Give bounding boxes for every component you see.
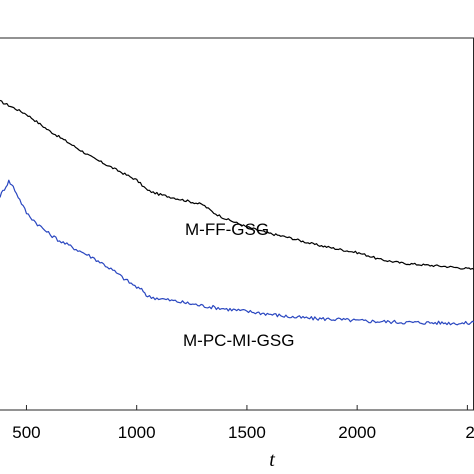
x-tick-labels: 500 1000 1500 2000 25 [12, 423, 474, 442]
series-label-m-pc-mi-gsg: M-PC-MI-GSG [183, 331, 294, 350]
x-tick-label-4: 25 [465, 423, 474, 442]
series-lines [0, 99, 474, 326]
x-tick-label-1: 1000 [118, 423, 156, 442]
x-tick-label-2: 1500 [228, 423, 266, 442]
x-tick-label-0: 500 [12, 423, 40, 442]
x-ticks [25, 405, 468, 410]
series-line-m-ff-gsg [0, 99, 474, 270]
series-label-m-ff-gsg: M-FF-GSG [185, 220, 269, 239]
x-axis-title: t [269, 449, 275, 471]
plot-background [0, 38, 474, 410]
series-line-m-pc-mi-gsg [0, 179, 474, 326]
x-tick-label-3: 2000 [338, 423, 376, 442]
